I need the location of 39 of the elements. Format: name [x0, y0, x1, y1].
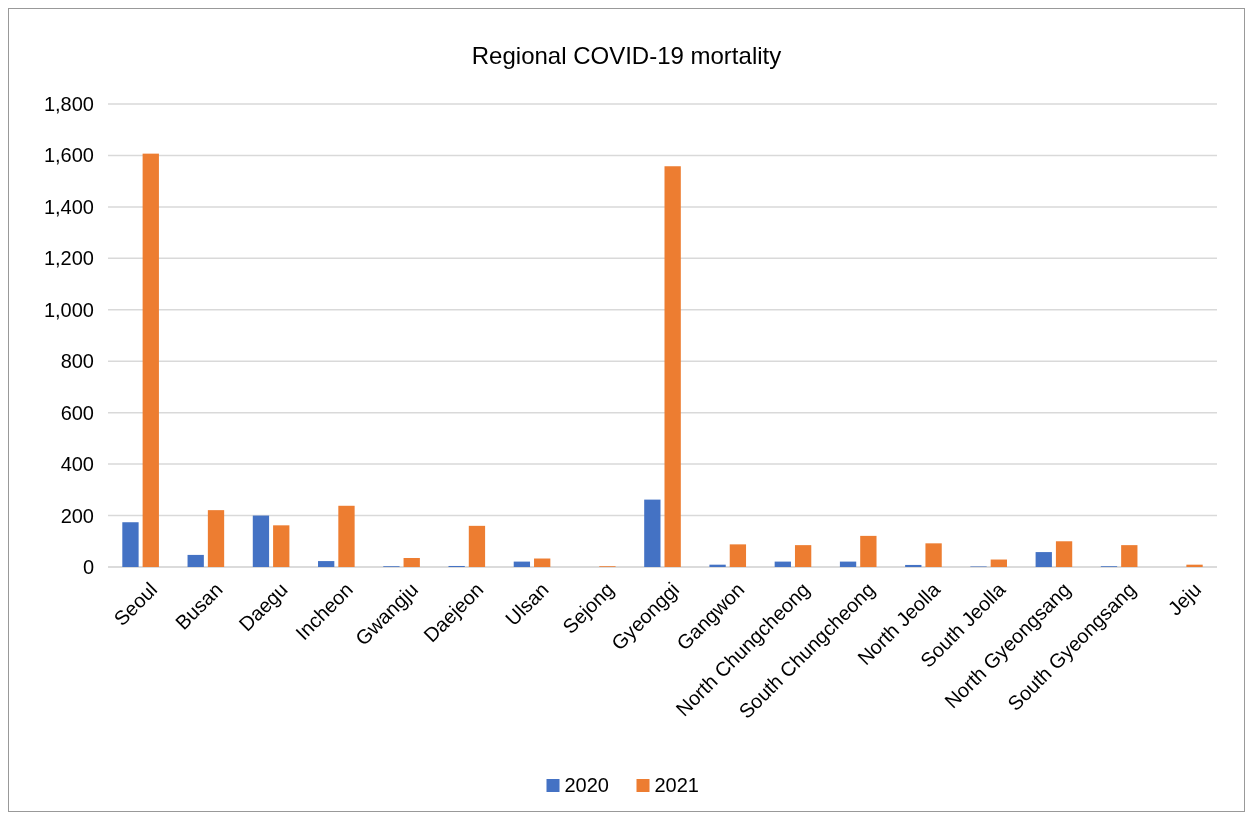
bar: [273, 525, 290, 567]
chart-title: Regional COVID-19 mortality: [471, 42, 782, 69]
bar: [644, 499, 661, 567]
y-tick-label: 1,800: [43, 93, 94, 115]
bar: [207, 510, 225, 567]
y-tick-label: 200: [60, 504, 94, 527]
y-tick-label: 1,200: [43, 247, 94, 270]
bar: [252, 515, 270, 567]
bar: [1055, 541, 1073, 567]
y-tick-label: 0: [82, 556, 94, 578]
bar: [794, 545, 812, 567]
bar: [729, 544, 747, 567]
bar: [318, 561, 335, 567]
bar: [860, 535, 877, 567]
bar: [990, 559, 1007, 567]
bar: [534, 558, 551, 567]
bar: [839, 561, 857, 567]
bar: [338, 505, 355, 567]
y-tick-label: 600: [60, 401, 94, 424]
y-tick-label: 1,000: [43, 298, 94, 321]
x-tick-label: Jeju: [1163, 578, 1206, 620]
bar: [513, 561, 531, 567]
legend-label: 2020: [564, 774, 609, 796]
bar: [905, 564, 922, 567]
bar: [1035, 552, 1052, 567]
bar: [468, 525, 486, 567]
y-tick-label: 1,600: [43, 144, 94, 167]
bar: [664, 166, 681, 567]
y-tick-label: 1,400: [43, 195, 94, 218]
bar: [925, 543, 942, 567]
bar: [122, 522, 139, 567]
legend-label: 2021: [654, 774, 699, 796]
bar: [403, 558, 420, 567]
bar: [1121, 545, 1138, 567]
bar: [142, 153, 159, 567]
y-tick-label: 800: [60, 350, 94, 373]
bar: [187, 554, 204, 567]
y-tick-label: 400: [60, 453, 94, 476]
bar: [774, 561, 791, 567]
